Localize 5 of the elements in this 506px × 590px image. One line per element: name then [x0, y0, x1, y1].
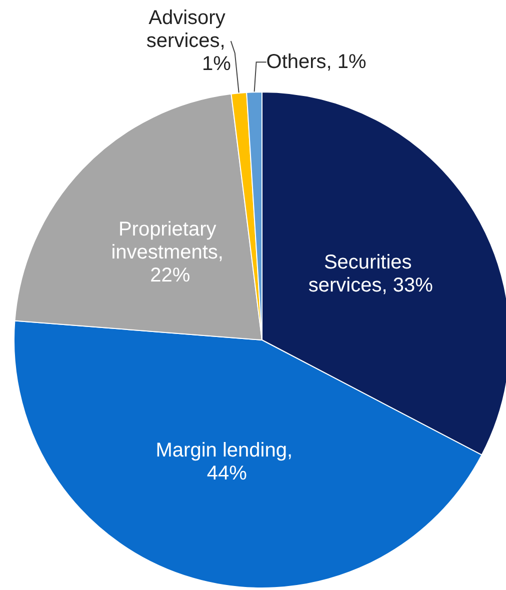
slice-label: Margin lending, 44% — [156, 440, 298, 485]
slice-label: Securities services, 33% — [308, 252, 434, 297]
slice-label: Others, 1% — [266, 51, 367, 74]
slice-label: Proprietary investments, 22% — [111, 218, 230, 286]
slice-label: Advisory services, 1% — [146, 7, 232, 76]
